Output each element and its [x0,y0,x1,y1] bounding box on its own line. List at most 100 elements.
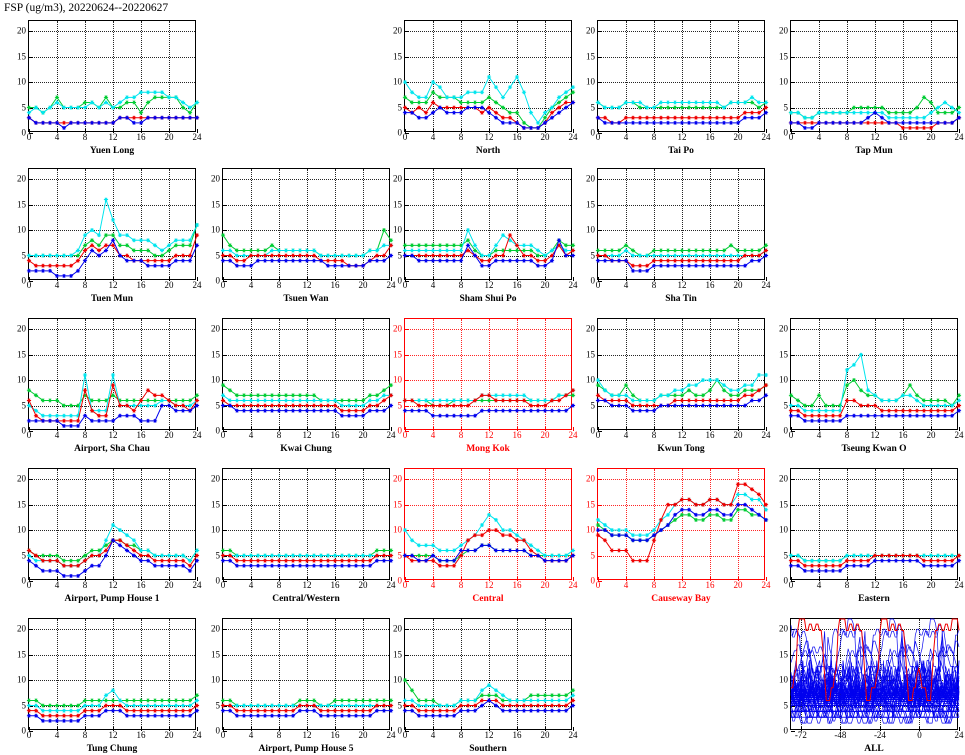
series-layer [402,678,576,718]
x-tick-label: 8 [276,580,282,590]
y-tick-mark [223,230,227,232]
series-markers-cyan [220,393,394,408]
y-tick-label: 10 [779,374,788,385]
y-tick-label: 5 [397,550,403,561]
x-tick-mark [800,727,802,731]
x-tick-mark [363,277,364,281]
x-gridline [654,21,655,131]
series-markers-red [788,398,962,418]
y-tick-label: 20 [779,25,788,36]
y-tick-label: 10 [211,374,220,385]
x-tick-mark [405,129,406,133]
y-gridline [29,504,195,506]
y-tick-label: 0 [21,127,27,138]
panel-central-western: 0 5 10 15 20 0 4 8 12 16 20 24 Central/Western [211,468,396,604]
y-tick-label: 15 [211,199,220,210]
y-gridline [405,31,571,33]
x-tick-mark [335,427,336,431]
x-tick-mark [197,129,198,133]
y-gridline [405,82,571,84]
x-tick-label: 16 [705,132,715,142]
x-tick-mark [57,277,58,281]
y-gridline [29,82,195,84]
x-tick-mark [879,727,881,731]
x-tick-label: 4 [248,730,254,740]
series-layer [26,688,200,723]
x-tick-mark [766,129,767,133]
x-tick-mark [433,129,434,133]
y-tick-label: 0 [215,425,221,436]
x-tick-mark [85,427,86,431]
series-line-red [28,539,198,567]
y-gridline [598,530,764,532]
x-tick-mark [545,427,546,431]
x-tick-mark [307,277,308,281]
x-tick-label: 8 [844,430,850,440]
x-tick-label: 0 [26,580,32,590]
x-tick-mark [710,129,711,133]
series-line-blue [405,544,574,562]
series-layer [595,482,769,563]
x-tick-label: 12 [302,280,312,290]
x-gridline [819,21,820,131]
x-tick-mark [307,727,308,731]
y-tick-mark [223,329,227,331]
y-tick-label: 20 [586,323,595,334]
x-tick-label: 0 [595,280,601,290]
y-tick-mark [405,380,409,382]
x-tick-mark [433,577,434,581]
x-gridline [517,469,518,579]
x-tick-mark [819,577,820,581]
series-markers-blue [26,115,200,130]
x-tick-label: 20 [164,730,174,740]
y-tick-label: 15 [211,349,220,360]
y-tick-label: 20 [586,473,595,484]
y-tick-mark [598,179,602,181]
series-line-cyan [791,353,960,412]
x-tick-label: 24 [568,730,578,740]
series-markers-blue [788,408,962,423]
y-tick-label: 10 [17,674,26,685]
x-tick-mark [682,427,683,431]
x-gridline [335,319,336,429]
x-tick-label: 0 [26,730,32,740]
x-tick-label: 8 [651,280,657,290]
x-tick-label: 12 [870,132,880,142]
y-tick-label: 5 [397,700,403,711]
y-tick-label: 20 [393,473,402,484]
y-tick-label: 0 [215,725,221,736]
x-tick-label: 24 [761,580,771,590]
x-tick-label: 24 [568,280,578,290]
y-gridline [791,654,957,656]
plot-area: 0 5 10 15 20 0 4 8 12 16 20 24 [586,168,771,290]
x-tick-mark [931,427,932,431]
series-line-cyan [791,101,960,119]
x-tick-label: 16 [705,580,715,590]
x-tick-label: 4 [430,132,436,142]
y-tick-label: 10 [393,76,402,87]
x-tick-label: 24 [386,280,396,290]
y-gridline [223,654,389,656]
y-gridline [405,354,571,356]
y-tick-label: 15 [393,499,402,510]
plot-area: 0 5 10 15 20 0 4 8 12 16 20 24 [211,318,396,440]
y-gridline [29,654,195,656]
series-line-cyan [404,75,574,124]
x-gridline [113,169,114,279]
x-tick-mark [545,727,546,731]
x-tick-mark [959,577,960,581]
y-tick-label: 15 [586,349,595,360]
x-gridline [654,169,655,279]
series-layer [790,618,960,725]
y-gridline [29,354,195,356]
series-line-blue [405,699,574,717]
x-gridline [307,619,308,729]
y-tick-label: 0 [21,725,27,736]
x-tick-label: 24 [192,132,202,142]
series-line-red [791,399,960,417]
x-gridline [141,319,142,429]
series-markers-blue [402,403,576,418]
y-tick-label: 0 [590,575,596,586]
x-tick-label: 4 [248,430,254,440]
x-tick-label: 20 [164,132,174,142]
